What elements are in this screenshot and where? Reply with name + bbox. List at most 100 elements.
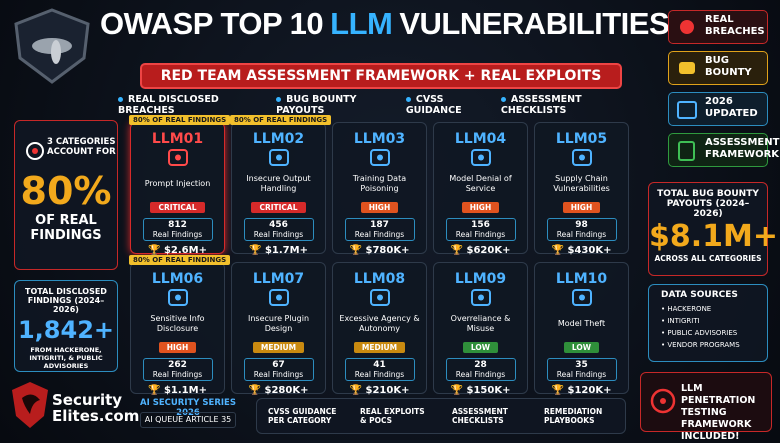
findings-count: 35	[575, 360, 588, 370]
vuln-card: LLM05 Supply Chain Vulnerabilities HIGH 98 R…	[534, 122, 629, 256]
card-name: Training Data Poisoning	[352, 174, 407, 193]
findings-count: 812	[168, 220, 187, 230]
sources-panel: DATA SOURCES • HACKERONE • INTIGRITI • P…	[648, 284, 768, 362]
card-name: Excessive Agency & Autonomy	[339, 314, 420, 333]
title: OWASP TOP 10 LLM VULNERABILITIES 2026	[100, 6, 745, 42]
payout: 🏆 $430K+	[551, 245, 612, 256]
findings-count: 156	[471, 220, 490, 230]
payout: 🏆 $120K+	[551, 385, 612, 396]
sources-item: • VENDOR PROGRAMS	[661, 341, 740, 349]
stat-big: 1,842+	[17, 316, 115, 344]
stat-big: 80%	[20, 169, 112, 213]
bounty-panel: TOTAL BUG BOUNTY PAYOUTS (2024–2026) $8.…	[648, 182, 779, 276]
findings-count: 456	[269, 220, 288, 230]
severity: CRITICAL	[150, 202, 205, 213]
feature: ASSESSMENT CHECKLISTS	[452, 407, 508, 425]
tag: REAL DISCLOSED BREACHES	[118, 94, 276, 116]
findings-count: 67	[272, 360, 285, 370]
payout-value: $430K+	[567, 245, 612, 256]
severity: HIGH	[461, 202, 500, 213]
payout: 🏆 $1.1M+	[148, 385, 207, 396]
subtitle: RED TEAM ASSESSMENT FRAMEWORK + REAL EXP…	[140, 63, 622, 89]
card-name: Sensitive Info Disclosure	[150, 314, 205, 333]
brand-b: Elites.com	[52, 407, 140, 425]
findings-count: 41	[373, 360, 386, 370]
severity: HIGH	[158, 342, 197, 353]
card-name: Prompt Injection	[144, 179, 211, 188]
card-name: Insecure Output Handling	[246, 174, 311, 193]
severity: CRITICAL	[251, 202, 306, 213]
payout-value: $1.1M+	[163, 385, 207, 396]
card-id: LLM08	[353, 271, 406, 287]
findings-count: 28	[474, 360, 487, 370]
bounty-big: $8.1M+	[649, 219, 779, 254]
findings-box: 98 Real Findings	[546, 218, 617, 241]
payout-value: $150K+	[466, 385, 511, 396]
payout-value: $280K+	[264, 385, 309, 396]
payout-value: $2.6M+	[163, 245, 207, 256]
card-name: Insecure Plugin Design	[247, 314, 310, 333]
findings-label: Real Findings	[455, 370, 506, 379]
card-name: Overreliance & Misuse	[450, 314, 511, 333]
ribbon: 80% OF REAL FINDINGS	[230, 115, 332, 125]
findings-box: 156 Real Findings	[445, 218, 516, 241]
feature: REMEDIATION PLAYBOOKS	[544, 407, 603, 425]
badge: ASSESSMENT FRAMEWORK	[668, 133, 779, 167]
series-title: AI SECURITY SERIES 2026	[140, 398, 236, 418]
findings-label: Real Findings	[152, 230, 203, 239]
badge-text: 2026 UPDATED	[705, 96, 758, 119]
feature: REAL EXPLOITS & POCS	[360, 407, 425, 425]
card-icon	[470, 289, 491, 306]
vuln-card: 80% OF REAL FINDINGS LLM06 Sensitive Info …	[129, 255, 231, 396]
bounty-lead: TOTAL BUG BOUNTY PAYOUTS (2024–2026)	[657, 189, 759, 219]
tag-row: REAL DISCLOSED BREACHES BUG BOUNTY PAYOUT…	[118, 94, 648, 116]
sources-item: • INTIGRITI	[661, 317, 700, 325]
vuln-card: LLM04 Model Denial of Service HIGH 156 Real …	[433, 122, 528, 256]
payout: 🏆 $2.6M+	[148, 245, 207, 256]
payout: 🏆 $280K+	[248, 385, 309, 396]
cta-icon	[650, 388, 676, 414]
left-total-panel: TOTAL DISCLOSED FINDINGS (2024–2026) 1,8…	[14, 280, 118, 372]
card-id: LLM02	[252, 131, 305, 147]
vuln-card: LLM09 Overreliance & Misuse LOW 28 Real Find…	[433, 262, 528, 396]
left-stat-panel: 3 CATEGORIES ACCOUNT FOR 80% OF REAL FIN…	[14, 120, 118, 270]
tag: BUG BOUNTY PAYOUTS	[276, 94, 406, 116]
severity: HIGH	[562, 202, 601, 213]
card-name: Supply Chain Vulnerabilities	[553, 174, 610, 193]
vuln-card: LLM10 Model Theft LOW 35 Real Findings 🏆 $120…	[534, 262, 629, 396]
cta-panel: LLM PENETRATION TESTING FRAMEWORK INCLUD…	[640, 372, 772, 442]
vuln-card: LLM03 Training Data Poisoning HIGH 187 Real …	[332, 122, 427, 256]
severity: MEDIUM	[252, 342, 305, 353]
findings-label: Real Findings	[455, 230, 506, 239]
stat-tail: OF REAL FINDINGS	[30, 213, 102, 243]
title-highlight: LLM	[330, 6, 393, 41]
findings-box: 456 Real Findings	[243, 218, 314, 241]
findings-label: Real Findings	[556, 230, 607, 239]
source: VENDOR PROGRAMS	[667, 341, 740, 349]
vuln-card: LLM08 Excessive Agency & Autonomy MEDIUM 41…	[332, 262, 427, 396]
title-part: OWASP TOP 10	[100, 6, 324, 41]
card-icon	[167, 149, 188, 166]
card-id: LLM05	[555, 131, 608, 147]
brand: Security Elites.com	[52, 392, 139, 424]
severity: LOW	[462, 342, 499, 353]
findings-label: Real Findings	[556, 370, 607, 379]
badge-icons	[677, 20, 697, 161]
tag: CVSS GUIDANCE	[406, 94, 501, 116]
sources-item: • HACKERONE	[661, 305, 712, 313]
card-icon	[369, 149, 390, 166]
payout-value: $120K+	[567, 385, 612, 396]
card-id: LLM01	[151, 131, 204, 147]
findings-box: 28 Real Findings	[445, 358, 516, 381]
badge-text: REAL BREACHES	[705, 14, 765, 37]
card-icon	[470, 149, 491, 166]
payout: 🏆 $780K+	[349, 245, 410, 256]
findings-box: 41 Real Findings	[344, 358, 415, 381]
payout: 🏆 $150K+	[450, 385, 511, 396]
card-id: LLM07	[252, 271, 305, 287]
badge-text: BUG BOUNTY	[705, 55, 752, 78]
feature-bar: CVSS GUIDANCE PER CATEGORY REAL EXPLOITS…	[256, 398, 626, 434]
card-id: LLM06	[151, 271, 204, 287]
sources-title: DATA SOURCES	[661, 290, 738, 300]
